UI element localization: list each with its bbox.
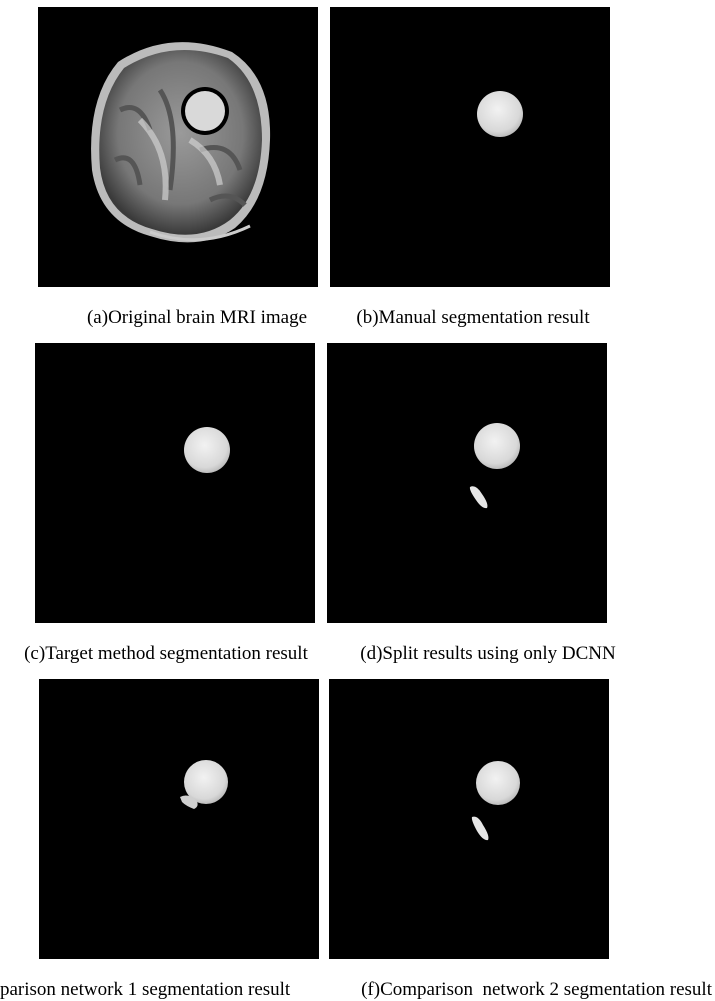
caption: (c)Target method segmentation result bbox=[24, 643, 308, 664]
panel-e bbox=[39, 679, 319, 959]
panel-b bbox=[330, 7, 610, 287]
panel-f bbox=[329, 679, 609, 959]
figure: (a)Original brain MRI image (b)Manual se… bbox=[0, 0, 715, 1001]
caption: (d)Split results using only DCNN bbox=[360, 643, 616, 664]
caption: (a)Original brain MRI image bbox=[87, 307, 307, 328]
panel-d bbox=[327, 343, 607, 623]
page: (a)Original brain MRI image (b)Manual se… bbox=[0, 0, 715, 1001]
panel-c bbox=[35, 343, 315, 623]
caption: (f)Comparison network 2 segmentation res… bbox=[361, 979, 713, 1000]
panel-a bbox=[38, 7, 318, 287]
caption: parison network 1 segmentation result bbox=[0, 979, 291, 1000]
caption: (b)Manual segmentation result bbox=[356, 307, 590, 328]
